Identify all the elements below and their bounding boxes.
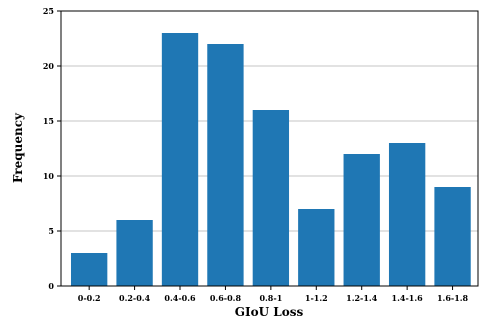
bar [161,33,199,286]
bar [434,187,471,286]
plot-frame [60,10,479,287]
x-tick-label: 0.2-0.4 [119,293,151,303]
x-tick-label: 1-1.2 [305,293,328,303]
x-tick-label: 1.6-1.8 [437,293,469,303]
y-tick-label: 20 [43,61,55,71]
x-tick-label: 0.4-0.6 [164,293,196,303]
y-tick-label: 10 [43,171,55,181]
x-tick-label: 0.8-1 [259,293,282,303]
bar [207,44,244,286]
bar [298,209,335,286]
y-tick-label: 0 [48,281,54,291]
y-tick-label: 5 [48,226,54,236]
x-tick-label: 0-0.2 [78,293,101,303]
x-axis-ticks: 0-0.2 0.2-0.4 0.4-0.6 0.6-0.8 0.8-1 1-1.2 1.2-… [78,286,469,303]
bar [343,154,380,286]
x-tick-label: 1.2-1.4 [346,293,378,303]
bar [70,253,108,286]
bar [252,110,290,286]
bar [388,143,426,286]
bar [116,220,153,286]
axes [60,10,479,287]
y-tick-label: 15 [43,116,54,126]
bars [70,33,471,286]
y-axis-ticks: 0 5 10 15 20 25 [43,6,61,291]
x-tick-label: 0.6-0.8 [210,293,242,303]
y-axis-title: Frequency [11,112,25,183]
x-axis-title: GIoU Loss [235,305,304,319]
y-tick-label: 25 [43,6,54,16]
x-tick-label: 1.4-1.6 [392,293,424,303]
